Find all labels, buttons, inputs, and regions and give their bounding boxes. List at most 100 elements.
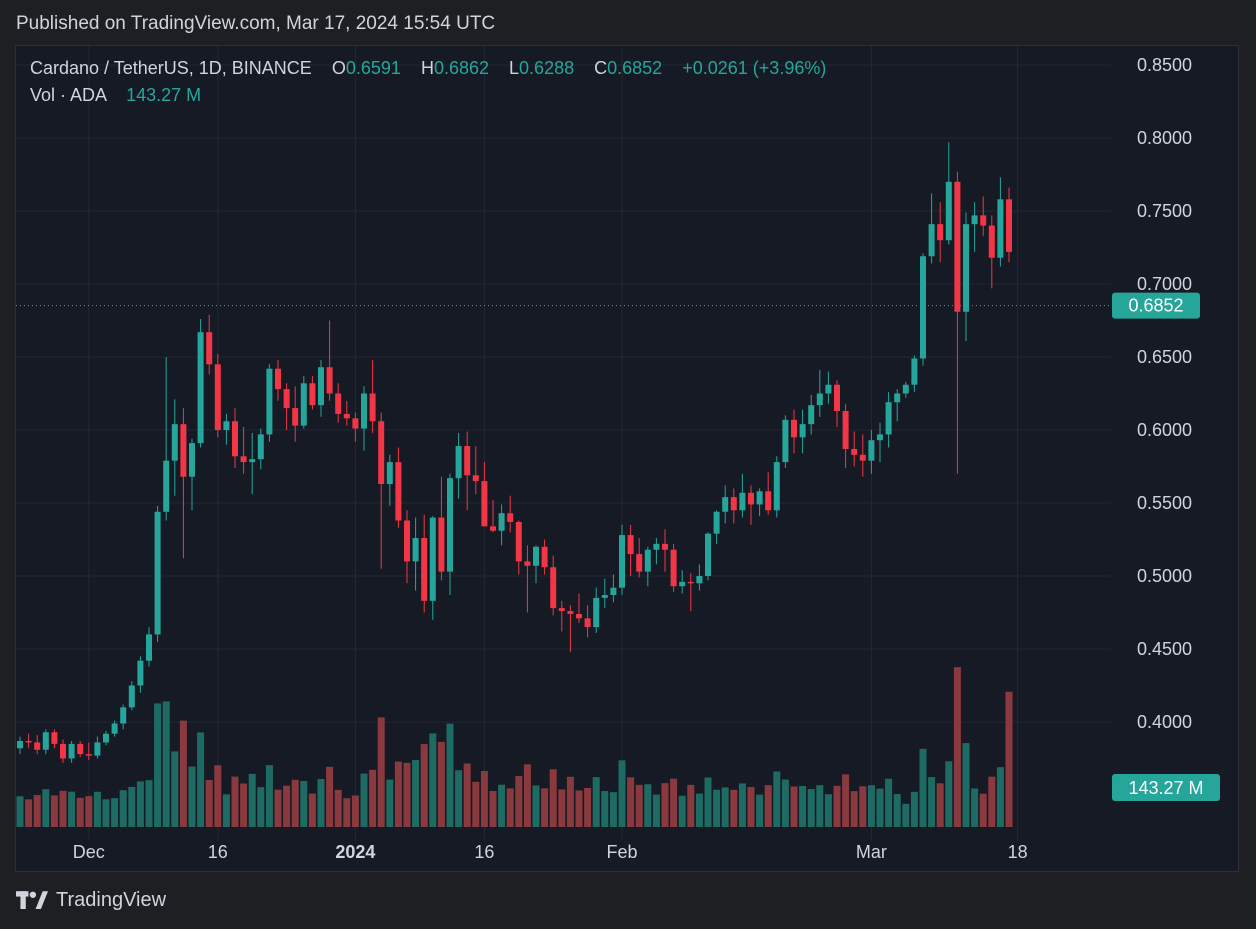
candle [283, 389, 290, 409]
footer-brand[interactable]: TradingView [16, 889, 166, 912]
volume-bar [885, 778, 893, 827]
candle [644, 549, 651, 572]
volume-label[interactable]: Vol · ADA [30, 85, 107, 105]
volume-bar [670, 778, 678, 827]
candle [326, 367, 333, 394]
candle [851, 448, 858, 455]
volume-bar [953, 667, 961, 827]
candle [928, 224, 935, 257]
candle [584, 618, 591, 628]
candle [971, 215, 978, 225]
volume-bar [876, 788, 884, 827]
candle [945, 181, 952, 241]
volume-bar [377, 717, 385, 827]
candle [171, 424, 178, 461]
y-axis-tick-label: 0.5500 [1137, 493, 1192, 513]
candle [77, 743, 84, 755]
volume-bar [248, 773, 256, 827]
volume-bar [842, 774, 850, 827]
volume-bar [850, 791, 858, 827]
symbol-title[interactable]: Cardano / TetherUS, 1D, BINANCE [30, 58, 312, 78]
candlestick-chart[interactable]: 0.8500 0.8000 0.7500 0.7000 0.6500 0.6000 0.55… [16, 46, 1239, 872]
volume-bar [154, 703, 162, 827]
volume-bar [807, 789, 815, 827]
volume-bar [412, 760, 420, 827]
x-axis-tick-label: 18 [1008, 842, 1028, 862]
candle [378, 421, 385, 485]
chart-panel[interactable]: 0.8500 0.8000 0.7500 0.7000 0.6500 0.6000 0.55… [15, 45, 1239, 872]
candle [619, 535, 625, 588]
candle [232, 421, 238, 457]
volume-bar [472, 781, 480, 827]
volume-bar [240, 783, 248, 827]
candle [335, 393, 342, 414]
candle [765, 491, 772, 511]
y-axis-tick-label: 0.6000 [1137, 420, 1192, 440]
volume-bar [265, 765, 273, 827]
volume-bar [480, 771, 488, 827]
y-axis-tick-label: 0.6500 [1137, 347, 1192, 367]
candle [447, 478, 453, 572]
candle [163, 460, 170, 512]
volume-bar [85, 796, 93, 827]
candle [481, 481, 488, 527]
candle [920, 256, 926, 359]
candle [705, 533, 711, 576]
volume-bar [111, 798, 119, 827]
volume-bar [996, 767, 1004, 827]
volume-bar [1005, 691, 1013, 827]
volume-bar [575, 790, 583, 827]
volume-bar [317, 779, 325, 827]
volume-bar [824, 794, 832, 827]
candle [713, 511, 720, 534]
volume-bar [867, 785, 875, 827]
candle [292, 408, 299, 426]
volume-bar [687, 784, 695, 827]
candle [885, 402, 892, 435]
candle [180, 424, 187, 477]
volume-bar [300, 780, 308, 827]
volume-bar [756, 794, 764, 827]
symbol-legend: Cardano / TetherUS, 1D, BINANCE O0.6591 … [30, 58, 826, 79]
volume-bar [188, 766, 196, 827]
candle [249, 459, 256, 463]
candle [68, 743, 75, 759]
candle [507, 513, 514, 522]
volume-bar [584, 787, 592, 827]
volume-bar [128, 786, 136, 827]
volume-bar [179, 720, 187, 827]
volume-bar [738, 783, 746, 827]
candle [343, 413, 350, 419]
candle [404, 520, 410, 562]
candle [412, 538, 419, 562]
candle [988, 225, 995, 258]
candle [464, 446, 471, 476]
low-value: 0.6288 [519, 58, 575, 78]
volume-bar [945, 761, 953, 827]
volume-bar [790, 786, 798, 827]
volume-bar [283, 785, 291, 827]
candle [636, 554, 643, 572]
volume-bar [506, 788, 514, 827]
candle [980, 215, 987, 226]
volume-bar [50, 795, 58, 827]
volume-bar [68, 791, 76, 827]
candle [214, 364, 221, 430]
last-price-badge [1112, 292, 1200, 319]
candle [309, 383, 316, 406]
last-price-label: 0.6852 [1128, 296, 1183, 316]
volume-bar [601, 790, 609, 827]
candle [275, 368, 281, 390]
candle [137, 660, 144, 686]
volume-bar [119, 790, 127, 827]
candle [128, 685, 135, 708]
y-axis-tick-label: 0.4500 [1137, 639, 1192, 659]
candle [541, 546, 548, 568]
y-axis-tick-label: 0.7000 [1137, 274, 1192, 294]
volume-bar [205, 779, 213, 827]
candle [1006, 199, 1012, 252]
candle [266, 368, 273, 435]
volume-bar [704, 777, 712, 827]
volume-bar [59, 790, 67, 827]
candle [799, 424, 806, 438]
